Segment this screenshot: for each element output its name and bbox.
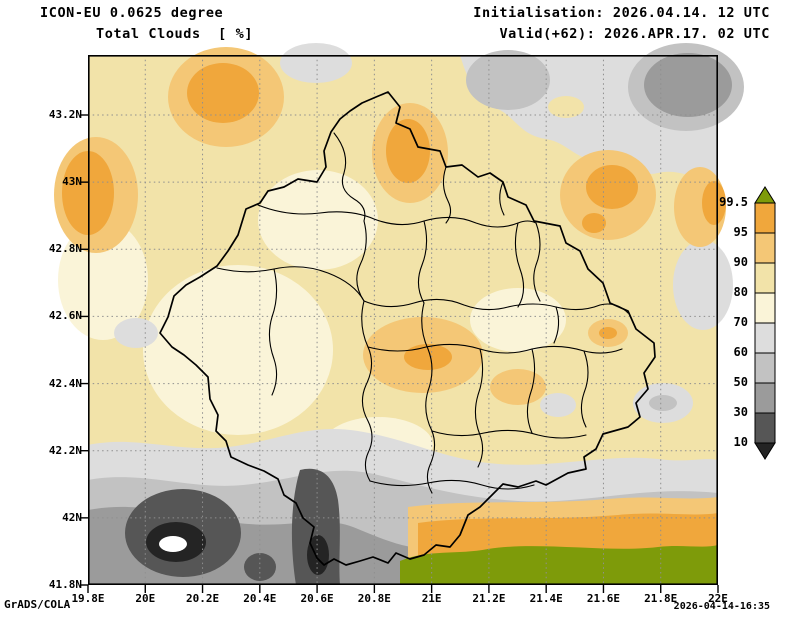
lon-tick-label: 21.2E xyxy=(472,592,506,605)
init-time: Initialisation: 2026.04.14. 12 UTC xyxy=(473,5,770,21)
timestamp-label: 2026-04-14-16:35 xyxy=(673,601,770,612)
lat-tick-label: 42.6N xyxy=(48,309,82,323)
legend-level-label: 80 xyxy=(733,285,748,299)
colorbar-scale xyxy=(754,186,776,460)
lon-tick-label: 19.8E xyxy=(71,592,105,605)
map-plot xyxy=(54,43,744,593)
lat-tick-label: 42.8N xyxy=(48,242,82,256)
lat-tick-label: 41.8N xyxy=(48,578,82,591)
lon-tick-label: 20E xyxy=(135,592,156,605)
lon-tick-label: 20.4E xyxy=(243,592,277,605)
kosovo-border xyxy=(159,91,656,566)
lat-tick-label: 43N xyxy=(62,175,82,189)
legend-level-label: 99.5 xyxy=(719,195,748,209)
legend-level-label: 70 xyxy=(733,315,748,329)
lat-tick-label: 42.4N xyxy=(48,376,82,390)
grid-layer xyxy=(88,55,718,585)
lon-tick-label: 22E xyxy=(708,592,728,605)
legend-band xyxy=(754,352,776,384)
plot-frame xyxy=(88,55,719,586)
axis-ticks-layer xyxy=(80,114,719,593)
lon-tick-label: 20.2E xyxy=(185,592,220,605)
variable-title: Total Clouds [ %] xyxy=(96,26,254,42)
model-title: ICON-EU 0.0625 degree xyxy=(40,5,224,21)
legend-level-label: 30 xyxy=(733,405,748,419)
legend-band xyxy=(754,232,776,264)
legend-level-label: 10 xyxy=(733,435,748,449)
legend-arrow-high xyxy=(754,186,776,204)
legend-band xyxy=(754,262,776,294)
lon-tick-label: 20.6E xyxy=(300,592,334,605)
lon-tick-label: 21.4E xyxy=(529,592,563,605)
cloud-shading-layer xyxy=(54,43,744,585)
lat-tick-label: 42N xyxy=(62,510,82,524)
legend-band xyxy=(754,382,776,414)
legend-level-label: 95 xyxy=(733,225,748,239)
legend-band xyxy=(754,202,776,234)
weather-map xyxy=(54,43,744,593)
municipality-borders xyxy=(216,132,629,494)
legend-level-label: 50 xyxy=(733,375,748,389)
legend-level-label: 90 xyxy=(733,255,748,269)
lon-tick-label: 21.6E xyxy=(586,592,621,605)
lat-tick-label: 43.2N xyxy=(48,108,82,121)
legend-arrow-low xyxy=(754,442,776,460)
lon-tick-label: 21.8E xyxy=(644,592,678,605)
legend-band xyxy=(754,412,776,444)
valid-time: Valid(+62): 2026.APR.17. 02 UTC xyxy=(499,26,770,42)
lon-tick-label: 21E xyxy=(421,592,442,605)
legend-band xyxy=(754,322,776,354)
borders-layer xyxy=(159,91,656,566)
legend-level-label: 60 xyxy=(733,345,748,359)
lat-tick-label: 42.2N xyxy=(48,443,82,457)
credit-label: GrADS/COLA xyxy=(4,598,71,611)
legend-band xyxy=(754,292,776,324)
lon-tick-label: 20.8E xyxy=(357,592,391,605)
